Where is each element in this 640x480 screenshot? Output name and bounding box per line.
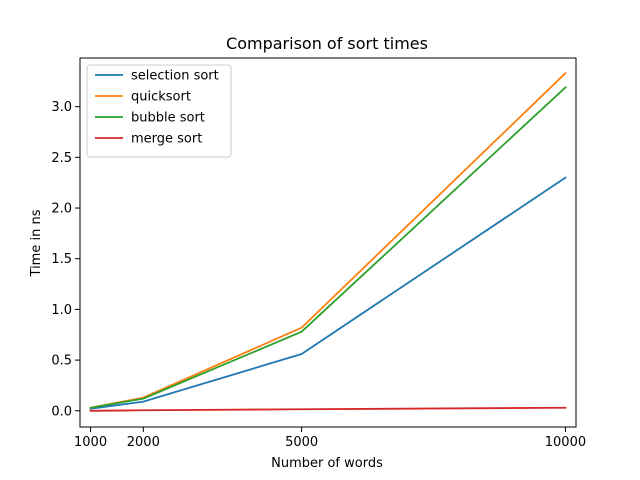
- legend-label: selection sort: [131, 69, 219, 84]
- x-tick-label: 5000: [285, 435, 318, 450]
- legend-box: [86, 64, 232, 158]
- y-axis-label: Time in ns: [29, 209, 44, 277]
- x-tick-label: 1000: [74, 435, 107, 450]
- x-axis-label: Number of words: [271, 456, 383, 471]
- x-axis: 1000 2000 5000 10000: [74, 427, 586, 450]
- series-layer: [89, 71, 567, 412]
- chart-title: Comparison of sort times: [226, 34, 428, 53]
- series-line-bubble-sort: [89, 86, 567, 409]
- legend-label: quicksort: [131, 90, 191, 105]
- plot-frame: [79, 57, 577, 428]
- series-line-selection-sort: [89, 176, 567, 410]
- y-tick-label: 1.5: [51, 252, 72, 267]
- x-tick-label: 10000: [545, 435, 586, 450]
- y-tick-label: 0.5: [51, 354, 72, 369]
- series-line-merge-sort: [89, 406, 567, 412]
- legend-label: merge sort: [131, 132, 202, 147]
- y-tick-label: 2.0: [51, 202, 72, 217]
- y-tick-label: 1.0: [51, 303, 72, 318]
- y-axis: 0.0 0.5 1.0 1.5 2.0 2.5 3.0: [51, 100, 80, 419]
- legend-label: bubble sort: [131, 111, 205, 126]
- x-tick-label: 2000: [127, 435, 160, 450]
- y-tick-label: 2.5: [51, 151, 72, 166]
- y-tick-label: 3.0: [51, 100, 72, 115]
- y-tick-label: 0.0: [51, 404, 72, 419]
- legend: selection sort quicksort bubble sort merge …: [86, 64, 232, 158]
